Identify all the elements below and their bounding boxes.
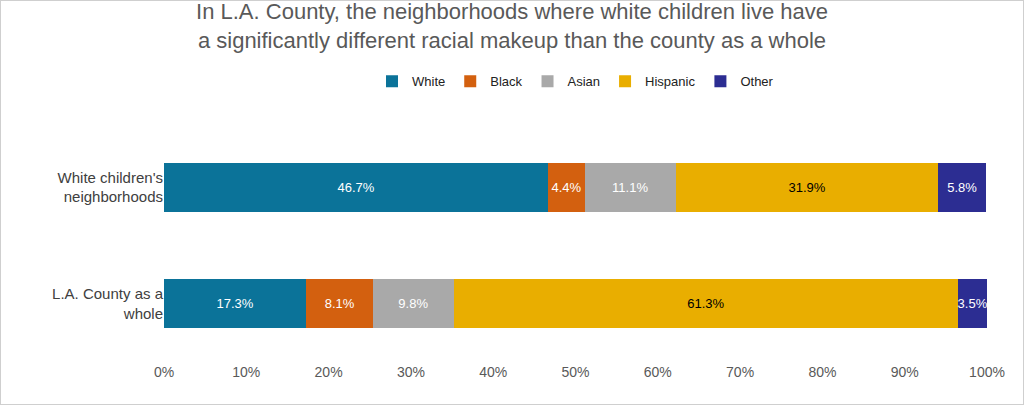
svg-text:L.A. County as awhole: L.A. County as awhole <box>52 285 164 322</box>
svg-text:46.7%: 46.7% <box>338 180 375 195</box>
svg-text:Hispanic: Hispanic <box>645 74 695 89</box>
svg-text:3.5%: 3.5% <box>958 296 988 311</box>
svg-text:61.3%: 61.3% <box>687 296 724 311</box>
svg-text:0%: 0% <box>154 364 174 380</box>
svg-text:80%: 80% <box>808 364 836 380</box>
svg-text:10%: 10% <box>232 364 260 380</box>
svg-text:100%: 100% <box>969 364 1005 380</box>
svg-text:White: White <box>412 74 445 89</box>
svg-text:Asian: Asian <box>568 74 601 89</box>
svg-text:30%: 30% <box>397 364 425 380</box>
svg-text:4.4%: 4.4% <box>551 180 581 195</box>
svg-text:60%: 60% <box>644 364 672 380</box>
svg-text:90%: 90% <box>891 364 919 380</box>
svg-text:31.9%: 31.9% <box>789 180 826 195</box>
svg-text:5.8%: 5.8% <box>947 180 977 195</box>
svg-text:17.3%: 17.3% <box>217 296 254 311</box>
svg-text:50%: 50% <box>561 364 589 380</box>
svg-text:70%: 70% <box>726 364 754 380</box>
svg-text:9.8%: 9.8% <box>398 296 428 311</box>
svg-text:Other: Other <box>740 74 773 89</box>
svg-text:8.1%: 8.1% <box>325 296 355 311</box>
svg-text:40%: 40% <box>479 364 507 380</box>
svg-text:White children'sneighborhoods: White children'sneighborhoods <box>58 169 163 206</box>
svg-text:11.1%: 11.1% <box>612 180 648 195</box>
svg-text:20%: 20% <box>315 364 343 380</box>
svg-text:In L.A. County, the neighborho: In L.A. County, the neighborhoods where … <box>196 1 828 53</box>
svg-text:Black: Black <box>490 74 522 89</box>
